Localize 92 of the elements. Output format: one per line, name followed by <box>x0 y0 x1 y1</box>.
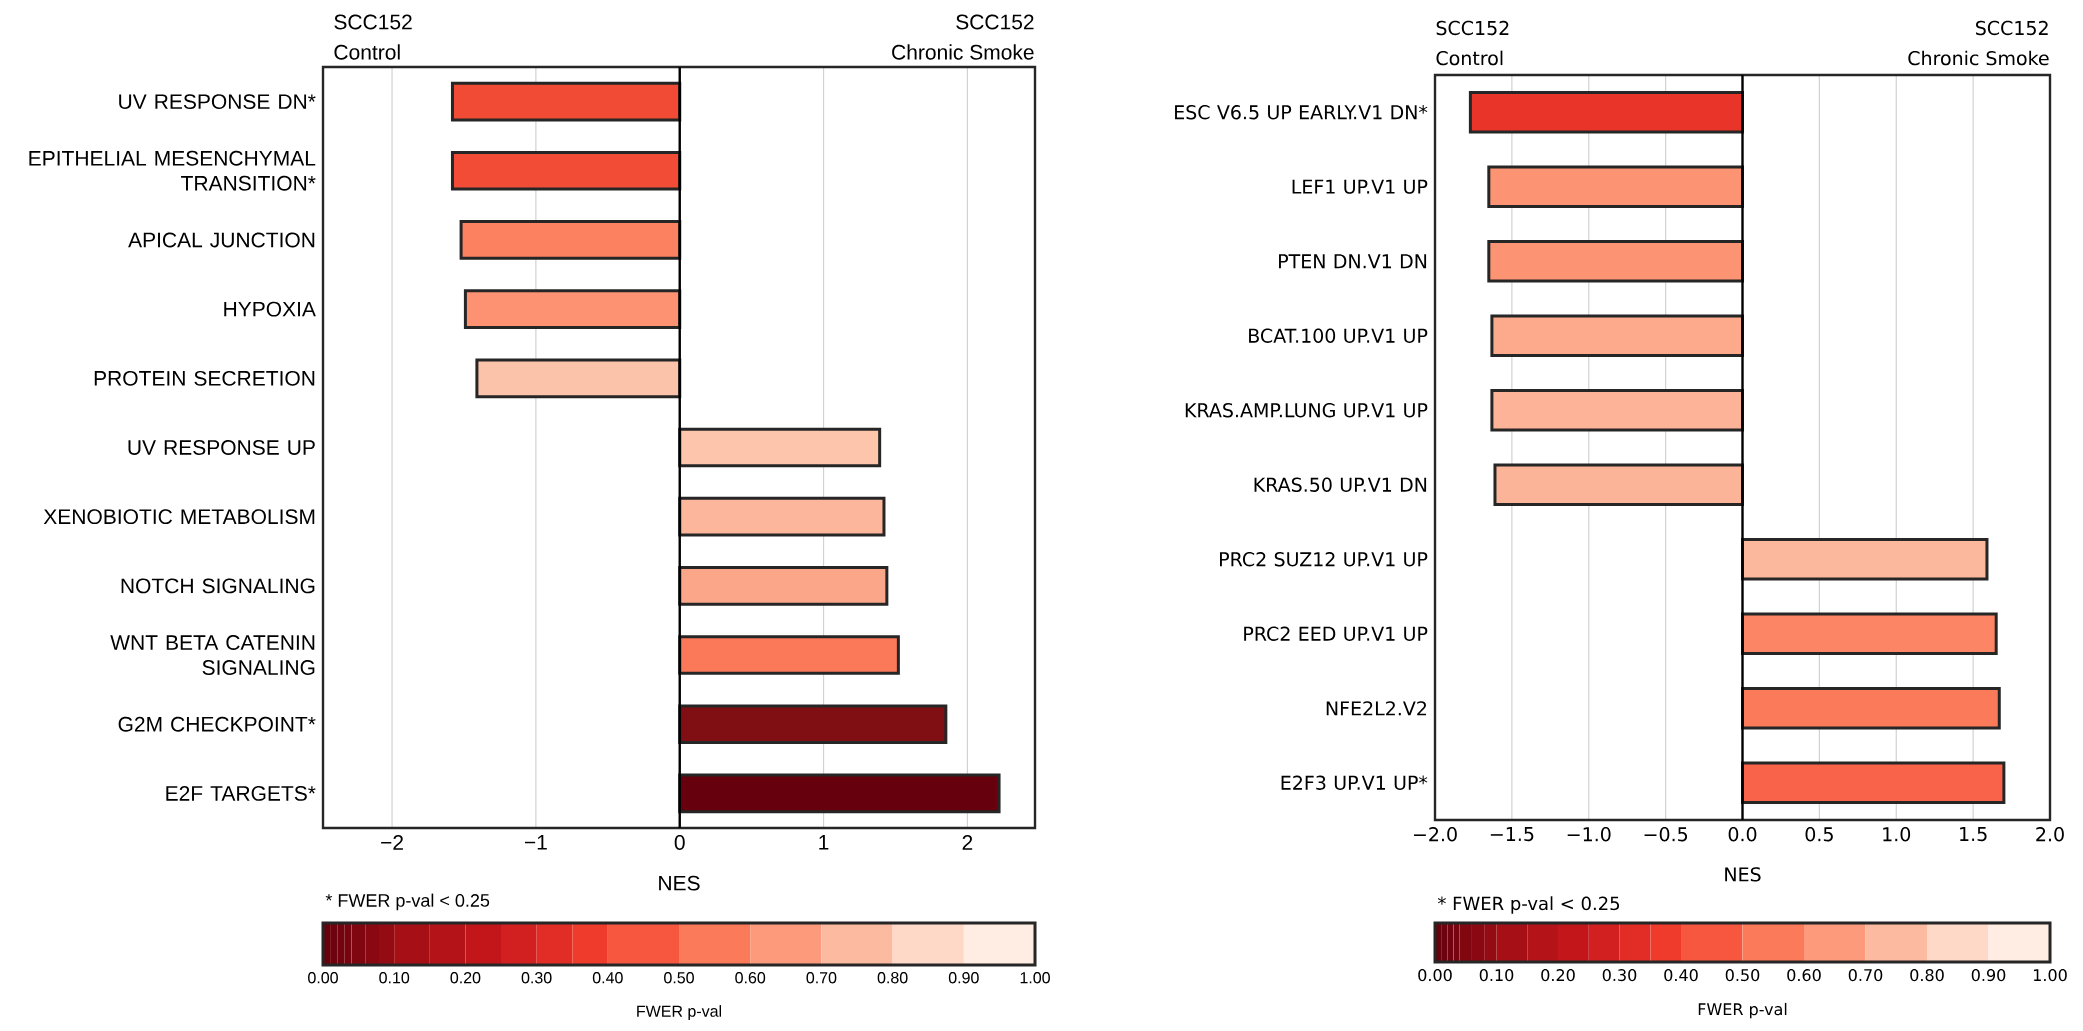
text: Chronic Smoke <box>1908 50 2049 66</box>
y-tick-label: PROTEIN SECRETION <box>94 370 315 386</box>
x-axis-title: NES <box>1725 867 1761 882</box>
bar <box>1493 463 1744 506</box>
x-tick-label: 0.5 <box>1805 827 1833 842</box>
color-bar-label: 0.40 <box>1664 969 1698 982</box>
color-bar-label: 0.80 <box>877 972 908 984</box>
text: SCC152 <box>334 14 412 30</box>
y-tick-label: NOTCH SIGNALING <box>121 578 315 594</box>
text: * FWER p-val < 0.25 <box>325 893 490 911</box>
y-tick-label: LEF1 UP.V1 UP <box>1292 179 1428 194</box>
x-tick-label: 0 <box>674 835 685 850</box>
bar <box>678 427 882 468</box>
x-axis-title: NES <box>659 875 700 891</box>
bar <box>459 220 682 260</box>
bar <box>678 704 948 745</box>
y-tick-label: KRAS.50 UP.V1 DN <box>1254 477 1427 492</box>
bar <box>450 81 682 122</box>
y-tick-label: APICAL JUNCTION <box>128 232 315 248</box>
bar <box>1487 165 1744 208</box>
bar <box>1490 389 1744 432</box>
bar <box>1487 240 1744 283</box>
color-bar-label: 0.50 <box>1725 969 1760 982</box>
bar <box>450 150 682 191</box>
x-tick-label: −2 <box>381 835 403 850</box>
bar <box>463 289 682 329</box>
y-tick-label: BCAT.100 UP.V1 UP <box>1249 328 1428 343</box>
color-bar-label: 0.60 <box>735 972 766 984</box>
y-tick-label: PTEN DN.V1 DN <box>1279 254 1427 269</box>
color-bar-label: 0.90 <box>948 972 979 984</box>
y-tick-label: E2F3 UP.V1 UP* <box>1281 775 1428 790</box>
x-tick-label: −1.0 <box>1567 827 1611 842</box>
bar <box>475 358 682 399</box>
text: * FWER p-val < 0.25 <box>1437 896 1620 914</box>
y-tick-label: NFE2L2.V2 <box>1326 701 1427 716</box>
bar <box>1468 91 1744 134</box>
color-bar-label: 0.40 <box>592 972 623 984</box>
x-tick-label: 2 <box>962 835 973 850</box>
y-tick-label: EPITHELIAL MESENCHYMAL TRANSITION* <box>29 150 316 191</box>
x-tick-label: −2.0 <box>1413 827 1457 842</box>
color-bar-label: 1.00 <box>2033 969 2067 982</box>
x-tick-label: 1.5 <box>1960 827 1987 842</box>
y-tick-label: HYPOXIA <box>224 301 316 317</box>
y-tick-label: ESC V6.5 UP EARLY.V1 DN* <box>1175 105 1428 120</box>
x-tick-label: 0.0 <box>1728 827 1757 842</box>
color-bar-label: 0.00 <box>1418 969 1452 982</box>
x-tick-label: 1 <box>819 835 829 850</box>
y-tick-label: PRC2 SUZ12 UP.V1 UP <box>1220 552 1428 567</box>
bar <box>678 566 889 606</box>
bar <box>1741 612 1998 655</box>
y-tick-label: UV RESPONSE UP <box>128 440 315 455</box>
y-tick-label: WNT BETA CATENIN SIGNALING <box>110 635 315 675</box>
color-bar-label: 0.50 <box>664 972 694 984</box>
text: SCC152 <box>1436 20 1509 36</box>
color-bar-label: 0.70 <box>806 972 837 984</box>
color-bar-label: 0.60 <box>1787 969 1821 982</box>
y-tick-label: E2F TARGETS* <box>166 785 316 801</box>
color-bar-title: FWER p-val <box>637 1005 722 1021</box>
y-tick-label: XENOBIOTIC METABOLISM <box>43 509 315 525</box>
text: Control <box>334 44 400 60</box>
color-bar-label: 0.70 <box>1848 969 1883 982</box>
text: Chronic Smoke <box>892 44 1034 60</box>
x-tick-label: −1.5 <box>1490 827 1534 842</box>
color-bar-label: 0.00 <box>308 972 338 984</box>
text: Control <box>1436 50 1503 66</box>
y-tick-label: KRAS.AMP.LUNG UP.V1 UP <box>1185 403 1428 418</box>
color-bar-label: 0.80 <box>1910 969 1944 982</box>
color-bar-label: 0.10 <box>1479 969 1514 982</box>
color-bar-label: 0.90 <box>1971 969 2006 982</box>
x-tick-label: 1.0 <box>1883 827 1911 842</box>
bar <box>1741 687 2001 730</box>
bar <box>1490 314 1744 357</box>
bar <box>678 496 886 537</box>
color-bar-label: 1.00 <box>1020 972 1050 984</box>
x-tick-label: 2.0 <box>2036 827 2064 842</box>
bar <box>678 773 1001 814</box>
color-bar-label: 0.20 <box>450 972 481 984</box>
color-bar-label: 0.10 <box>379 972 410 984</box>
y-tick-label: UV RESPONSE DN* <box>119 94 316 110</box>
color-bar-label: 0.20 <box>1541 969 1575 982</box>
color-bar-label: 0.30 <box>521 972 552 984</box>
y-tick-label: PRC2 EED UP.V1 UP <box>1244 626 1428 641</box>
x-tick-label: −1 <box>524 835 547 850</box>
bar <box>1741 761 2006 804</box>
text: SCC152 <box>956 14 1034 30</box>
bar <box>678 635 900 675</box>
text: SCC152 <box>1976 20 2048 36</box>
color-bar-label: 0.30 <box>1602 969 1637 982</box>
color-bar-title: FWER p-val <box>1698 1002 1787 1019</box>
y-tick-label: G2M CHECKPOINT* <box>118 716 316 732</box>
x-tick-label: −0.5 <box>1644 827 1688 842</box>
bar <box>1741 538 1989 581</box>
